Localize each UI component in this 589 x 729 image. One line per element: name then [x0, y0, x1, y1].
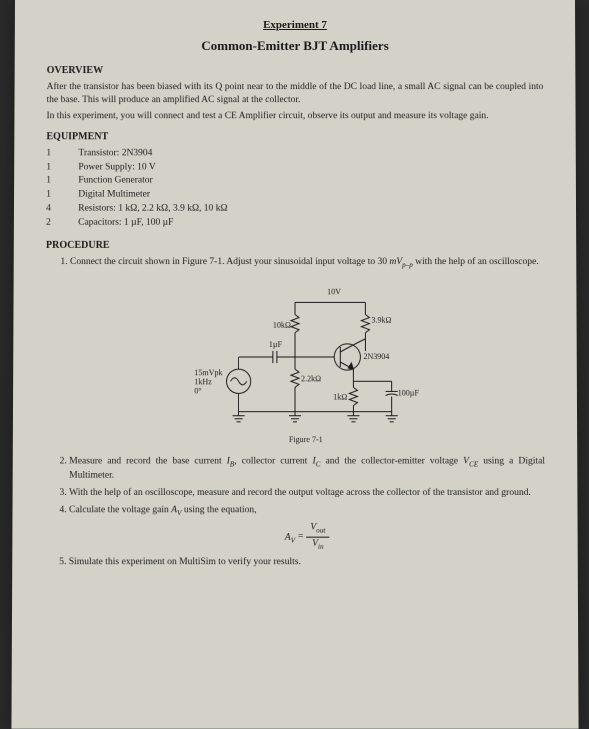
procedure-step-5: Simulate this experiment on MultiSim to …	[68, 556, 545, 569]
equipment-name: Power Supply: 10 V	[78, 161, 227, 175]
label-transistor: 2N3904	[363, 352, 389, 361]
eq-num: V	[310, 523, 316, 533]
label-ce: 100µF	[397, 388, 419, 397]
step1-text-a: Connect the circuit shown in Figure 7-1.…	[69, 257, 388, 267]
equipment-row: 1Power Supply: 10 V	[46, 161, 227, 175]
document-title: Common-Emitter BJT Amplifiers	[46, 37, 542, 55]
procedure-step-3: With the help of an oscilloscope, measur…	[69, 487, 545, 500]
eq-den: V	[312, 539, 318, 549]
equipment-row: 1Digital Multimeter	[46, 189, 228, 203]
equipment-row: 1Function Generator	[46, 175, 227, 189]
procedure-step-1: Connect the circuit shown in Figure 7-1.…	[69, 256, 545, 451]
equipment-name: Transistor: 2N3904	[78, 147, 227, 161]
equipment-name: Digital Multimeter	[78, 189, 227, 203]
equipment-list: 1Transistor: 2N39041Power Supply: 10 V1F…	[46, 147, 228, 230]
equipment-qty: 1	[46, 175, 78, 189]
equipment-row: 1Transistor: 2N3904	[46, 147, 227, 161]
figure-caption: Figure 7-1	[288, 435, 322, 444]
circuit-figure: 10V 10kΩ 3.9kΩ	[176, 279, 438, 451]
procedure-list: Connect the circuit shown in Figure 7-1.…	[44, 256, 545, 569]
experiment-label: Experiment 7	[46, 18, 542, 33]
eq-equals: =	[295, 532, 306, 542]
overview-para-2: In this experiment, you will connect and…	[46, 110, 543, 123]
sym-vce: VCE	[463, 456, 478, 466]
procedure-step-4: Calculate the voltage gain AV using the …	[68, 504, 545, 552]
equipment-heading: EQUIPMENT	[46, 131, 543, 145]
equipment-name: Function Generator	[78, 175, 227, 189]
equipment-name: Resistors: 1 kΩ, 2.2 kΩ, 3.9 kΩ, 10 kΩ	[78, 203, 227, 217]
equipment-qty: 1	[46, 147, 78, 161]
label-r1: 10kΩ	[272, 320, 290, 329]
equipment-qty: 4	[46, 203, 78, 217]
overview-para-1: After the transistor has been biased wit…	[46, 81, 543, 107]
label-cin: 1µF	[268, 339, 282, 348]
eq-lhs-sub: V	[290, 536, 294, 544]
sym-ib: IB	[226, 456, 234, 466]
label-re: 1kΩ	[333, 392, 347, 401]
equipment-row: 4Resistors: 1 kΩ, 2.2 kΩ, 3.9 kΩ, 10 kΩ	[46, 203, 228, 217]
step1-text-b: with the help of an oscilloscope.	[412, 257, 538, 267]
step2-a: Measure and record the base current	[69, 456, 227, 466]
eq-den-sub: in	[318, 542, 324, 550]
step2-c: and the collector-emitter voltage	[320, 456, 463, 466]
label-rb: 2.2kΩ	[301, 374, 321, 383]
step4-b: using the equation,	[181, 505, 256, 515]
label-src2: 1kHz	[194, 377, 212, 386]
circuit-svg: 10V 10kΩ 3.9kΩ	[176, 279, 438, 451]
label-src1: 15mVpk	[194, 368, 222, 377]
step2-b: , collector current	[234, 456, 312, 466]
equipment-name: Capacitors: 1 µF, 100 µF	[78, 217, 227, 231]
sym-av: AV	[171, 505, 181, 515]
eq-num-sub: out	[316, 527, 325, 535]
gain-equation: AV = Vout Vin	[68, 522, 545, 553]
label-vcc: 10V	[327, 287, 341, 296]
step1-mvpp: mVp–p	[389, 257, 412, 267]
eq-lhs: A	[284, 532, 290, 542]
equipment-row: 2Capacitors: 1 µF, 100 µF	[46, 217, 228, 231]
sym-ic: IC	[312, 456, 320, 466]
procedure-step-2: Measure and record the base current IB, …	[69, 455, 545, 483]
overview-heading: OVERVIEW	[46, 64, 543, 78]
equipment-qty: 2	[46, 217, 78, 231]
label-src3: 0°	[194, 386, 201, 395]
step4-a: Calculate the voltage gain	[68, 505, 170, 515]
procedure-heading: PROCEDURE	[45, 239, 543, 253]
equipment-qty: 1	[46, 161, 78, 175]
document-page: Experiment 7 Common-Emitter BJT Amplifie…	[11, 0, 578, 729]
label-r2: 3.9kΩ	[371, 315, 391, 324]
equipment-qty: 1	[46, 189, 78, 203]
